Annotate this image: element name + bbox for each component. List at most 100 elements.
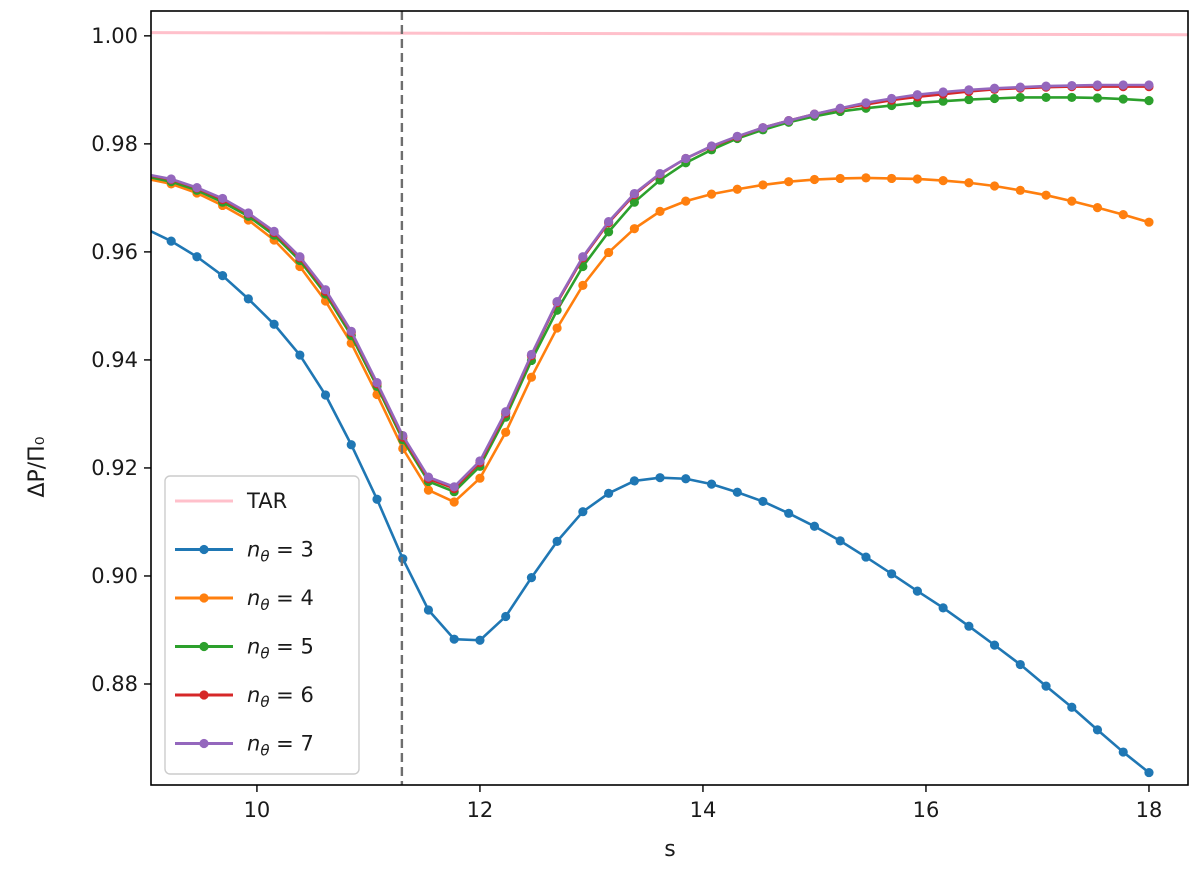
data-point-n-theta-7 — [1041, 81, 1051, 91]
data-point-n-theta-3 — [1067, 702, 1077, 712]
x-tick-label: 18 — [1136, 798, 1163, 822]
legend-marker-n-theta-6 — [199, 690, 209, 700]
data-point-n-theta-5 — [989, 93, 1000, 104]
legend-label-n-theta-4: nθ = 4 — [247, 586, 314, 614]
x-tick-label: 10 — [244, 798, 271, 822]
data-point-n-theta-3 — [1092, 725, 1103, 735]
data-point-n-theta-4 — [501, 427, 511, 437]
data-point-n-theta-3 — [295, 350, 305, 360]
x-tick-label: 16 — [913, 798, 940, 822]
data-point-n-theta-3 — [501, 611, 511, 622]
data-point-n-theta-7 — [1067, 80, 1077, 91]
data-point-n-theta-5 — [1118, 94, 1128, 104]
legend-marker-n-theta-3 — [199, 544, 209, 555]
data-point-n-theta-3 — [887, 569, 897, 579]
data-point-n-theta-4 — [732, 184, 742, 194]
data-point-n-theta-4 — [526, 372, 537, 382]
data-point-n-theta-7 — [912, 90, 922, 100]
data-point-n-theta-3 — [912, 586, 922, 596]
y-tick-label: 0.96 — [91, 240, 138, 264]
legend-label-n-theta-7: nθ = 7 — [247, 732, 314, 760]
data-point-n-theta-6 — [141, 170, 150, 179]
data-point-n-theta-7 — [423, 472, 434, 482]
data-point-n-theta-4 — [1041, 190, 1051, 200]
series-line-n-theta-4 — [151, 176, 1150, 504]
data-point-n-theta-4 — [887, 173, 897, 184]
data-point-n-theta-5 — [604, 227, 614, 237]
y-tick-label: 0.98 — [91, 132, 138, 156]
data-point-n-theta-7 — [835, 103, 845, 113]
plot-area — [141, 11, 1188, 785]
data-point-n-theta-4 — [681, 196, 691, 206]
data-point-n-theta-7 — [243, 208, 253, 218]
data-point-n-theta-4 — [423, 485, 434, 495]
data-point-n-theta-4 — [861, 173, 871, 183]
data-point-n-theta-4 — [655, 206, 665, 216]
legend-box — [164, 475, 360, 775]
data-point-n-theta-5 — [964, 94, 974, 105]
series-group — [141, 11, 1188, 785]
data-point-n-theta-3 — [269, 319, 279, 329]
data-point-n-theta-4 — [809, 174, 820, 185]
data-point-n-theta-4 — [938, 176, 948, 186]
data-point-n-theta-4 — [629, 224, 639, 234]
data-point-n-theta-7 — [320, 285, 331, 295]
data-point-n-theta-3 — [784, 508, 794, 518]
data-point-n-theta-3 — [732, 487, 742, 497]
data-point-n-theta-7 — [141, 170, 150, 179]
data-point-n-theta-3 — [655, 473, 665, 483]
data-point-n-theta-7 — [758, 123, 768, 133]
data-point-n-theta-3 — [1015, 659, 1025, 670]
y-tick-label: 0.92 — [91, 456, 138, 480]
data-point-n-theta-7 — [732, 131, 742, 141]
data-point-n-theta-4 — [784, 177, 794, 187]
data-point-n-theta-3 — [1041, 681, 1051, 691]
data-point-n-theta-7 — [192, 183, 202, 193]
data-point-n-theta-5 — [1015, 92, 1025, 103]
data-point-n-theta-4 — [1118, 210, 1128, 220]
legend-marker-n-theta-7 — [199, 738, 209, 749]
data-point-n-theta-7 — [655, 168, 665, 179]
legend-marker-n-theta-5 — [199, 641, 209, 652]
y-tick-label: 0.94 — [91, 348, 138, 372]
data-point-n-theta-4 — [1092, 203, 1103, 213]
data-point-n-theta-3 — [706, 479, 717, 489]
data-point-n-theta-3 — [835, 536, 845, 546]
data-point-n-theta-4 — [989, 181, 1000, 191]
axes: 10 12 14 16 18 0.88 0.90 0.92 0.94 0.96 0.98 1.00 — [91, 10, 1189, 822]
legend-label-tar: TAR — [246, 489, 287, 513]
data-point-n-theta-3 — [192, 252, 202, 262]
data-point-n-theta-3 — [989, 640, 1000, 650]
x-tick-label: 14 — [690, 798, 717, 822]
data-point-n-theta-3 — [166, 236, 176, 246]
legend-label-n-theta-6: nθ = 6 — [247, 683, 314, 711]
data-point-n-theta-4 — [552, 323, 562, 333]
data-point-n-theta-7 — [295, 252, 305, 262]
series-line-n-theta-3 — [151, 229, 1150, 774]
data-point-n-theta-3 — [217, 271, 228, 281]
data-point-n-theta-4 — [1144, 217, 1154, 227]
data-point-n-theta-7 — [706, 141, 717, 151]
data-point-n-theta-4 — [1067, 196, 1077, 206]
data-point-n-theta-4 — [449, 497, 459, 507]
data-point-n-theta-3 — [423, 605, 434, 615]
data-point-n-theta-7 — [217, 193, 228, 204]
data-point-n-theta-5 — [1067, 92, 1077, 103]
legend-label-n-theta-3: nθ = 3 — [247, 538, 314, 566]
data-point-n-theta-3 — [449, 634, 459, 644]
data-point-n-theta-7 — [784, 116, 794, 126]
data-point-n-theta-4 — [578, 280, 588, 290]
data-point-n-theta-4 — [964, 178, 974, 188]
data-point-n-theta-3 — [141, 224, 150, 233]
x-tick-label: 12 — [467, 798, 494, 822]
data-point-n-theta-5 — [1144, 96, 1154, 106]
data-point-n-theta-3 — [604, 488, 614, 498]
data-point-n-theta-7 — [1144, 80, 1154, 90]
data-point-n-theta-7 — [372, 378, 382, 388]
data-point-n-theta-7 — [809, 109, 820, 119]
data-point-n-theta-3 — [681, 474, 691, 484]
data-point-n-theta-3 — [578, 507, 588, 517]
data-point-n-theta-3 — [320, 390, 331, 400]
y-tick-label: 0.88 — [91, 672, 138, 696]
x-axis-label: s — [664, 837, 675, 862]
